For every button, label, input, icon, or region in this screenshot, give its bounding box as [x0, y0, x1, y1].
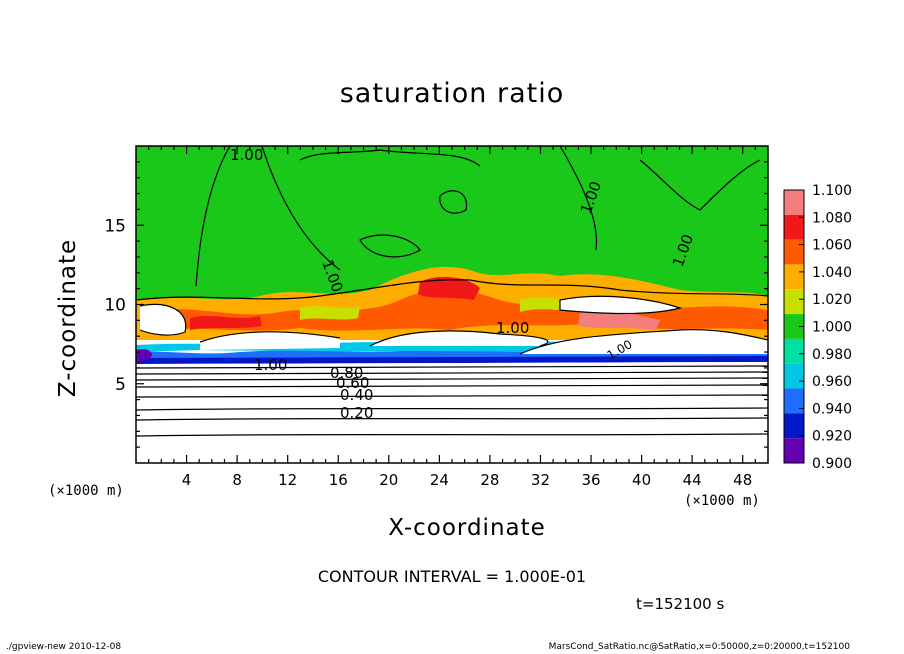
colorbar-swatch — [784, 239, 804, 265]
contour-line — [136, 417, 768, 421]
chart-title: saturation ratio — [339, 78, 565, 109]
colorbar-label: 1.060 — [812, 238, 852, 254]
x-tick-label: 16 — [329, 471, 348, 489]
contour-line — [359, 234, 421, 258]
contour-label: 0.20 — [340, 404, 373, 422]
contour-label: 1.00 — [230, 146, 263, 164]
colorbar-swatch — [784, 388, 804, 414]
contour-line — [639, 159, 761, 211]
x-tick-label: 12 — [278, 471, 297, 489]
contour-line — [136, 433, 768, 437]
contour-line — [136, 407, 768, 411]
field-white-patch-1 — [140, 304, 186, 336]
x-tick-label: 24 — [430, 471, 449, 489]
field-white-patch-4 — [520, 329, 768, 354]
contour-label: 1.00 — [254, 356, 287, 374]
colorbar-swatch — [784, 264, 804, 290]
contour-line — [136, 279, 768, 301]
footer-right: MarsCond_SatRatio.nc@SatRatio,x=0:50000,… — [548, 642, 850, 652]
colorbar-label: 1.040 — [812, 265, 852, 281]
y-tick-label: 10 — [104, 296, 126, 316]
field-white-patch-2 — [200, 331, 340, 350]
field-layer — [136, 146, 768, 463]
contour-line — [519, 329, 768, 355]
field-lower-white — [136, 362, 768, 463]
field-white-patch-5 — [560, 296, 680, 314]
x-tick-label: 36 — [581, 471, 600, 489]
contour-line — [139, 303, 187, 336]
field-pink-spot — [578, 310, 660, 330]
z-unit-label: (×1000 m) — [48, 483, 124, 499]
colorbar-label: 1.020 — [812, 292, 852, 308]
x-tick-label: 40 — [632, 471, 651, 489]
field-yellowgreen-spot-1 — [300, 306, 360, 320]
colorbar-label: 0.900 — [812, 456, 852, 472]
contour-line — [439, 190, 468, 214]
colorbar-swatch — [784, 314, 804, 339]
x-tick-label: 44 — [683, 471, 702, 489]
colorbar-label: 0.940 — [812, 401, 852, 417]
colorbar-swatch — [784, 190, 804, 215]
x-tick-label: 32 — [531, 471, 550, 489]
colorbar-label: 1.080 — [812, 210, 852, 226]
contour-label: 0.80 — [330, 364, 363, 382]
contour-line — [559, 295, 683, 315]
colorbar-swatch — [784, 338, 804, 364]
colorbar-label: 0.980 — [812, 347, 852, 363]
contour-line — [199, 331, 341, 343]
colorbar-swatch — [784, 289, 804, 315]
y-tick-marks — [136, 161, 768, 448]
x-tick-label: 28 — [480, 471, 499, 489]
contour-line — [369, 330, 549, 347]
y-tick-label: 5 — [115, 375, 126, 395]
contour-line — [136, 377, 768, 381]
contour-line — [261, 146, 341, 271]
contour-lines — [136, 146, 768, 437]
colorbar-swatch — [784, 363, 804, 389]
field-red-spot-2 — [418, 276, 480, 300]
contour-interval-note: CONTOUR INTERVAL = 1.000E-01 — [317, 567, 587, 586]
colorbar-label: 1.100 — [812, 183, 852, 199]
x-axis-label: X-coordinate — [388, 515, 546, 541]
contour-line — [136, 365, 768, 369]
x-tick-label: 4 — [182, 471, 192, 489]
colorbar-swatch — [784, 438, 804, 463]
colorbar: 1.100 1.080 1.060 1.040 1.020 1.000 0.980 0.960… — [783, 183, 852, 472]
time-label: t=152100 s — [636, 595, 725, 613]
colorbar-label: 0.920 — [812, 429, 852, 445]
contour-line — [136, 371, 768, 375]
contour-label: 0.60 — [336, 374, 369, 392]
x-tick-marks — [148, 146, 756, 463]
contour-line — [136, 394, 768, 398]
colorbar-label: 0.960 — [812, 374, 852, 390]
contour-line — [195, 146, 231, 287]
y-tick-label: 15 — [104, 216, 126, 236]
x-unit-label: (×1000 m) — [684, 493, 760, 509]
x-tick-label: 8 — [232, 471, 242, 489]
field-darkblue-band — [136, 356, 768, 364]
x-tick-label: 48 — [733, 471, 752, 489]
field-red-spot-1 — [190, 316, 262, 330]
footer-left: ./gpview-new 2010-12-08 — [6, 642, 122, 652]
colorbar-label: 1.000 — [812, 320, 852, 336]
colorbar-swatch — [784, 413, 804, 439]
contour-line — [136, 384, 768, 388]
contour-label: 1.00 — [496, 319, 529, 337]
contour-label: 0.40 — [340, 386, 373, 404]
contour-line — [299, 149, 481, 167]
contour-line — [559, 146, 598, 251]
colorbar-swatch — [784, 214, 804, 240]
x-tick-label: 20 — [379, 471, 398, 489]
